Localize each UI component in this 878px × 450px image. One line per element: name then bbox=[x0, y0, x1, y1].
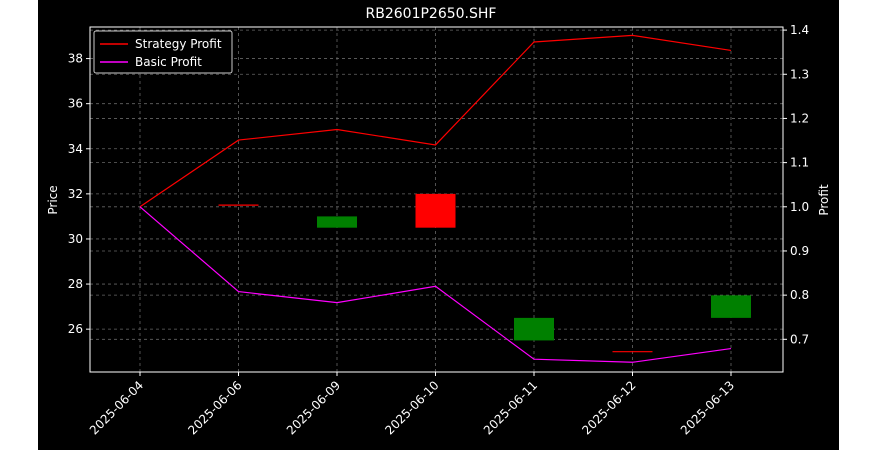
candles bbox=[218, 193, 751, 353]
y-axis-label-left: Price bbox=[46, 185, 60, 214]
y-tick-label-left: 28 bbox=[68, 277, 83, 291]
y-tick-label-right: 1.4 bbox=[790, 23, 809, 37]
candle-body bbox=[711, 295, 751, 318]
y-tick-label-right: 1.2 bbox=[790, 111, 809, 125]
y-tick-label-left: 38 bbox=[68, 52, 83, 66]
y-tick-label-left: 32 bbox=[68, 187, 83, 201]
x-tick-label: 2025-06-10 bbox=[382, 378, 441, 437]
x-tick-label: 2025-06-13 bbox=[678, 378, 737, 437]
y-tick-label-left: 34 bbox=[68, 142, 83, 156]
series-line bbox=[139, 206, 732, 363]
x-axis-ticks: 2025-06-04 2025-06-06 2025-06-09 2025-06-10… bbox=[87, 372, 737, 437]
y-tick-label-left: 30 bbox=[68, 232, 83, 246]
profit-lines bbox=[139, 34, 732, 363]
x-tick-label: 2025-06-06 bbox=[185, 378, 244, 437]
y-tick-label-right: 0.8 bbox=[790, 288, 809, 302]
y-tick-label-right: 1.3 bbox=[790, 67, 809, 81]
y-tick-label-right: 0.9 bbox=[790, 244, 809, 258]
legend-strategy-label: Strategy Profit bbox=[135, 37, 222, 51]
y-axis-label-right: Profit bbox=[817, 184, 831, 216]
candlestick-profit-chart: RB2601P2650.SHF 26 28 30 32 34 36 38 0.7 0.8 0.9… bbox=[46, 6, 831, 437]
x-tick-label: 2025-06-09 bbox=[284, 378, 343, 437]
candle-body bbox=[514, 317, 554, 341]
y-tick-label-right: 1.0 bbox=[790, 200, 809, 214]
legend-basic-label: Basic Profit bbox=[135, 55, 202, 69]
candle-body bbox=[415, 193, 456, 228]
candle-body bbox=[317, 216, 357, 228]
grid-lines bbox=[90, 27, 783, 372]
chart-frame: RB2601P2650.SHF 26 28 30 32 34 36 38 0.7 0.8 0.9… bbox=[38, 0, 839, 450]
legend: Strategy Profit Basic Profit bbox=[93, 30, 233, 74]
plot-area-border bbox=[89, 26, 784, 373]
left-axis-ticks: 26 28 30 32 34 36 38 bbox=[68, 52, 90, 336]
y-tick-label-left: 36 bbox=[68, 97, 83, 111]
right-axis-ticks: 0.7 0.8 0.9 1.0 1.1 1.2 1.3 1.4 bbox=[783, 23, 809, 346]
y-tick-label-right: 1.1 bbox=[790, 156, 809, 170]
x-tick-label: 2025-06-12 bbox=[579, 378, 638, 437]
legend-box bbox=[93, 30, 233, 74]
y-tick-label-right: 0.7 bbox=[790, 332, 809, 346]
x-tick-label: 2025-06-04 bbox=[87, 378, 146, 437]
series-line bbox=[139, 34, 732, 208]
chart-title: RB2601P2650.SHF bbox=[366, 6, 497, 22]
y-tick-label-left: 26 bbox=[68, 322, 83, 336]
x-tick-label: 2025-06-11 bbox=[481, 378, 540, 437]
